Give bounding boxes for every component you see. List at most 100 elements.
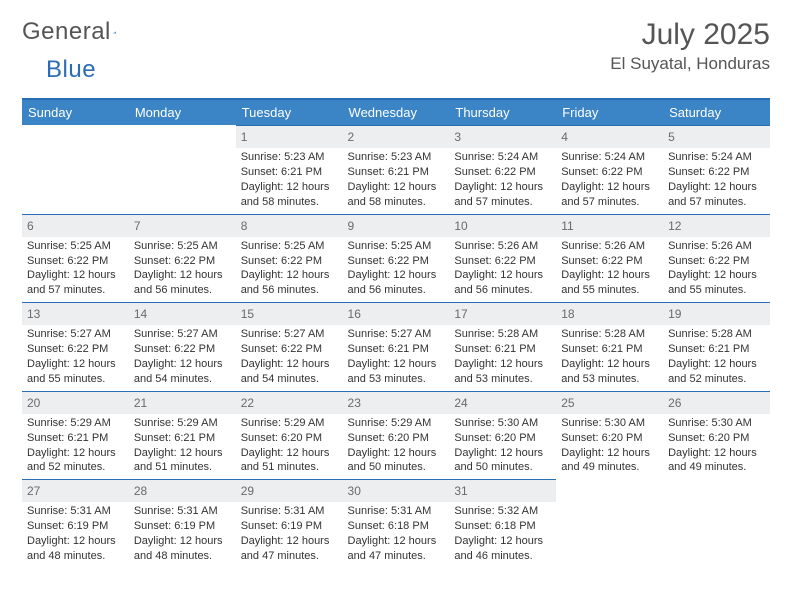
daylight-line: Daylight: 12 hours and 57 minutes. bbox=[561, 180, 658, 210]
day-number: 12 bbox=[663, 214, 770, 237]
sunrise-line: Sunrise: 5:28 AM bbox=[561, 327, 658, 342]
sunset-line: Sunset: 6:22 PM bbox=[668, 165, 765, 180]
day-number: 9 bbox=[343, 214, 450, 237]
calendar-cell: 30Sunrise: 5:31 AMSunset: 6:18 PMDayligh… bbox=[343, 479, 450, 568]
sunset-line: Sunset: 6:21 PM bbox=[241, 165, 338, 180]
day-number: 24 bbox=[449, 391, 556, 414]
calendar-row: 6Sunrise: 5:25 AMSunset: 6:22 PMDaylight… bbox=[22, 214, 770, 303]
sunrise-line: Sunrise: 5:27 AM bbox=[27, 327, 124, 342]
calendar-row: 13Sunrise: 5:27 AMSunset: 6:22 PMDayligh… bbox=[22, 302, 770, 391]
calendar-cell: 5Sunrise: 5:24 AMSunset: 6:22 PMDaylight… bbox=[663, 125, 770, 214]
daylight-line: Daylight: 12 hours and 48 minutes. bbox=[134, 534, 231, 564]
calendar-cell: 19Sunrise: 5:28 AMSunset: 6:21 PMDayligh… bbox=[663, 302, 770, 391]
sunset-line: Sunset: 6:20 PM bbox=[668, 431, 765, 446]
daylight-line: Daylight: 12 hours and 51 minutes. bbox=[134, 446, 231, 476]
day-number: 10 bbox=[449, 214, 556, 237]
calendar-cell: 17Sunrise: 5:28 AMSunset: 6:21 PMDayligh… bbox=[449, 302, 556, 391]
day-number: 27 bbox=[22, 479, 129, 502]
daylight-line: Daylight: 12 hours and 47 minutes. bbox=[348, 534, 445, 564]
calendar-cell: 11Sunrise: 5:26 AMSunset: 6:22 PMDayligh… bbox=[556, 214, 663, 303]
sunrise-line: Sunrise: 5:31 AM bbox=[134, 504, 231, 519]
sunset-line: Sunset: 6:22 PM bbox=[454, 254, 551, 269]
daylight-line: Daylight: 12 hours and 55 minutes. bbox=[561, 268, 658, 298]
logo: General bbox=[22, 18, 137, 46]
calendar-cell: 25Sunrise: 5:30 AMSunset: 6:20 PMDayligh… bbox=[556, 391, 663, 480]
day-body: Sunrise: 5:25 AMSunset: 6:22 PMDaylight:… bbox=[343, 237, 450, 302]
sunset-line: Sunset: 6:19 PM bbox=[134, 519, 231, 534]
calendar-row: 20Sunrise: 5:29 AMSunset: 6:21 PMDayligh… bbox=[22, 391, 770, 480]
sunset-line: Sunset: 6:22 PM bbox=[561, 165, 658, 180]
day-number: 18 bbox=[556, 302, 663, 325]
calendar-cell bbox=[556, 479, 663, 568]
sunrise-line: Sunrise: 5:31 AM bbox=[27, 504, 124, 519]
calendar-cell: 24Sunrise: 5:30 AMSunset: 6:20 PMDayligh… bbox=[449, 391, 556, 480]
sunrise-line: Sunrise: 5:27 AM bbox=[348, 327, 445, 342]
sunrise-line: Sunrise: 5:31 AM bbox=[348, 504, 445, 519]
sunrise-line: Sunrise: 5:26 AM bbox=[454, 239, 551, 254]
sunset-line: Sunset: 6:21 PM bbox=[27, 431, 124, 446]
calendar-cell: 23Sunrise: 5:29 AMSunset: 6:20 PMDayligh… bbox=[343, 391, 450, 480]
day-body: Sunrise: 5:30 AMSunset: 6:20 PMDaylight:… bbox=[663, 414, 770, 479]
sunrise-line: Sunrise: 5:25 AM bbox=[348, 239, 445, 254]
daylight-line: Daylight: 12 hours and 58 minutes. bbox=[241, 180, 338, 210]
sunrise-line: Sunrise: 5:25 AM bbox=[27, 239, 124, 254]
sunrise-line: Sunrise: 5:27 AM bbox=[134, 327, 231, 342]
calendar-cell: 14Sunrise: 5:27 AMSunset: 6:22 PMDayligh… bbox=[129, 302, 236, 391]
day-body: Sunrise: 5:30 AMSunset: 6:20 PMDaylight:… bbox=[449, 414, 556, 479]
sunset-line: Sunset: 6:18 PM bbox=[348, 519, 445, 534]
calendar-cell: 8Sunrise: 5:25 AMSunset: 6:22 PMDaylight… bbox=[236, 214, 343, 303]
day-body: Sunrise: 5:23 AMSunset: 6:21 PMDaylight:… bbox=[343, 148, 450, 213]
sunset-line: Sunset: 6:20 PM bbox=[348, 431, 445, 446]
day-number: 31 bbox=[449, 479, 556, 502]
day-number: 19 bbox=[663, 302, 770, 325]
calendar-cell: 12Sunrise: 5:26 AMSunset: 6:22 PMDayligh… bbox=[663, 214, 770, 303]
day-body: Sunrise: 5:24 AMSunset: 6:22 PMDaylight:… bbox=[663, 148, 770, 213]
sunset-line: Sunset: 6:22 PM bbox=[241, 254, 338, 269]
calendar-row: 27Sunrise: 5:31 AMSunset: 6:19 PMDayligh… bbox=[22, 479, 770, 568]
day-number: 16 bbox=[343, 302, 450, 325]
calendar-cell: 2Sunrise: 5:23 AMSunset: 6:21 PMDaylight… bbox=[343, 125, 450, 214]
day-body: Sunrise: 5:32 AMSunset: 6:18 PMDaylight:… bbox=[449, 502, 556, 567]
day-number: 13 bbox=[22, 302, 129, 325]
day-body: Sunrise: 5:24 AMSunset: 6:22 PMDaylight:… bbox=[449, 148, 556, 213]
daylight-line: Daylight: 12 hours and 47 minutes. bbox=[241, 534, 338, 564]
daylight-line: Daylight: 12 hours and 54 minutes. bbox=[241, 357, 338, 387]
sunrise-line: Sunrise: 5:27 AM bbox=[241, 327, 338, 342]
sunset-line: Sunset: 6:22 PM bbox=[27, 254, 124, 269]
day-number: 2 bbox=[343, 125, 450, 148]
day-number: 20 bbox=[22, 391, 129, 414]
day-number: 4 bbox=[556, 125, 663, 148]
sunset-line: Sunset: 6:21 PM bbox=[561, 342, 658, 357]
sunset-line: Sunset: 6:21 PM bbox=[134, 431, 231, 446]
daylight-line: Daylight: 12 hours and 53 minutes. bbox=[454, 357, 551, 387]
calendar-cell: 9Sunrise: 5:25 AMSunset: 6:22 PMDaylight… bbox=[343, 214, 450, 303]
weekday-header: Wednesday bbox=[343, 99, 450, 125]
daylight-line: Daylight: 12 hours and 56 minutes. bbox=[348, 268, 445, 298]
calendar-table: SundayMondayTuesdayWednesdayThursdayFrid… bbox=[22, 98, 770, 568]
calendar-cell: 10Sunrise: 5:26 AMSunset: 6:22 PMDayligh… bbox=[449, 214, 556, 303]
calendar-cell bbox=[22, 125, 129, 214]
daylight-line: Daylight: 12 hours and 57 minutes. bbox=[27, 268, 124, 298]
calendar-cell: 3Sunrise: 5:24 AMSunset: 6:22 PMDaylight… bbox=[449, 125, 556, 214]
day-body: Sunrise: 5:28 AMSunset: 6:21 PMDaylight:… bbox=[449, 325, 556, 390]
daylight-line: Daylight: 12 hours and 51 minutes. bbox=[241, 446, 338, 476]
day-body: Sunrise: 5:26 AMSunset: 6:22 PMDaylight:… bbox=[663, 237, 770, 302]
daylight-line: Daylight: 12 hours and 46 minutes. bbox=[454, 534, 551, 564]
sunset-line: Sunset: 6:21 PM bbox=[348, 342, 445, 357]
day-number: 17 bbox=[449, 302, 556, 325]
day-number: 21 bbox=[129, 391, 236, 414]
page-title: July 2025 bbox=[610, 18, 770, 52]
sunset-line: Sunset: 6:22 PM bbox=[241, 342, 338, 357]
calendar-cell: 13Sunrise: 5:27 AMSunset: 6:22 PMDayligh… bbox=[22, 302, 129, 391]
sunset-line: Sunset: 6:22 PM bbox=[134, 342, 231, 357]
title-block: July 2025 El Suyatal, Honduras bbox=[610, 18, 770, 74]
sunrise-line: Sunrise: 5:32 AM bbox=[454, 504, 551, 519]
sunset-line: Sunset: 6:22 PM bbox=[561, 254, 658, 269]
sunset-line: Sunset: 6:22 PM bbox=[348, 254, 445, 269]
daylight-line: Daylight: 12 hours and 50 minutes. bbox=[348, 446, 445, 476]
sunrise-line: Sunrise: 5:30 AM bbox=[454, 416, 551, 431]
day-body: Sunrise: 5:31 AMSunset: 6:18 PMDaylight:… bbox=[343, 502, 450, 567]
calendar-header: SundayMondayTuesdayWednesdayThursdayFrid… bbox=[22, 99, 770, 125]
day-number: 1 bbox=[236, 125, 343, 148]
weekday-header: Tuesday bbox=[236, 99, 343, 125]
